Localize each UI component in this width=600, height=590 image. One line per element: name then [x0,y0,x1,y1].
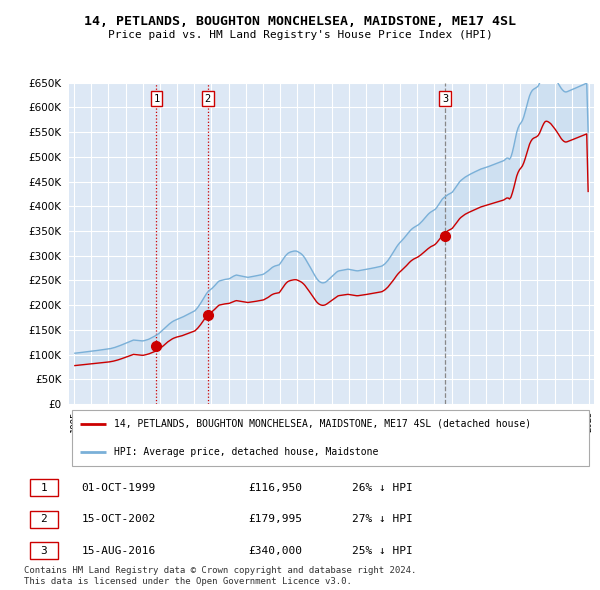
Text: 25% ↓ HPI: 25% ↓ HPI [352,546,413,556]
Text: 2: 2 [41,514,47,524]
Text: 14, PETLANDS, BOUGHTON MONCHELSEA, MAIDSTONE, ME17 4SL (detached house): 14, PETLANDS, BOUGHTON MONCHELSEA, MAIDS… [113,419,531,429]
Text: 01-OCT-1999: 01-OCT-1999 [82,483,155,493]
Text: 27% ↓ HPI: 27% ↓ HPI [352,514,413,524]
Text: 15-OCT-2002: 15-OCT-2002 [82,514,155,524]
FancyBboxPatch shape [71,410,589,466]
Text: 15-AUG-2016: 15-AUG-2016 [82,546,155,556]
Text: HPI: Average price, detached house, Maidstone: HPI: Average price, detached house, Maid… [113,447,378,457]
Text: 1: 1 [41,483,47,493]
Text: 14, PETLANDS, BOUGHTON MONCHELSEA, MAIDSTONE, ME17 4SL: 14, PETLANDS, BOUGHTON MONCHELSEA, MAIDS… [84,15,516,28]
Text: Price paid vs. HM Land Registry's House Price Index (HPI): Price paid vs. HM Land Registry's House … [107,30,493,40]
Text: 26% ↓ HPI: 26% ↓ HPI [352,483,413,493]
FancyBboxPatch shape [29,479,58,496]
Text: Contains HM Land Registry data © Crown copyright and database right 2024.
This d: Contains HM Land Registry data © Crown c… [24,566,416,586]
Text: £179,995: £179,995 [248,514,302,524]
Text: 1: 1 [153,94,160,104]
FancyBboxPatch shape [29,542,58,559]
FancyBboxPatch shape [29,510,58,528]
Text: 3: 3 [442,94,448,104]
Text: 2: 2 [205,94,211,104]
Text: £340,000: £340,000 [248,546,302,556]
Text: 3: 3 [41,546,47,556]
Text: £116,950: £116,950 [248,483,302,493]
